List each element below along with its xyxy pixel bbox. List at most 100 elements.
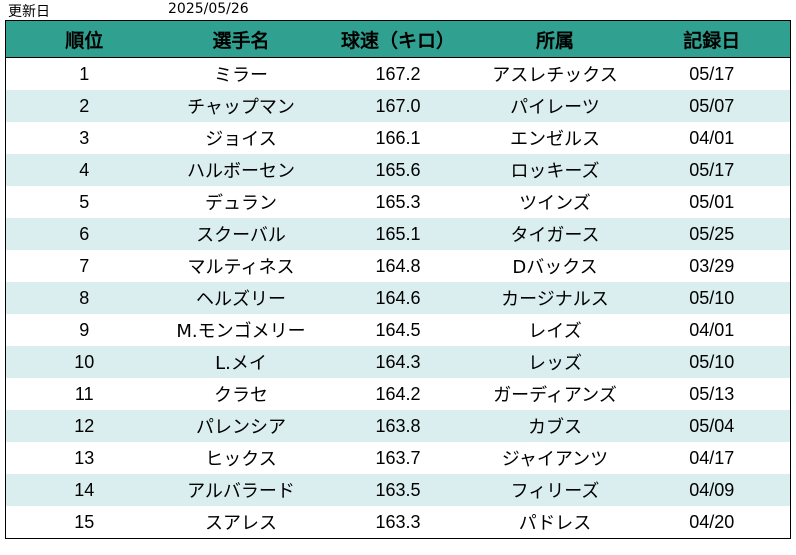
speed-cell: 163.3 <box>319 506 477 539</box>
record-date-cell: 05/01 <box>633 186 791 218</box>
player-name-cell: デュラン <box>162 186 320 218</box>
record-date-cell: 05/17 <box>633 57 791 90</box>
update-label: 更新日 <box>8 4 50 20</box>
team-cell: カブス <box>476 410 634 442</box>
header-record-date: 記録日 <box>633 20 791 58</box>
speed-cell: 163.8 <box>319 410 477 442</box>
table-row: 7 マルティネス 164.8 Dバックス 03/29 <box>5 250 791 282</box>
header-team: 所属 <box>476 20 634 58</box>
player-name-cell: パレンシア <box>162 410 320 442</box>
table-row: 9 M.モンゴメリー 164.5 レイズ 04/01 <box>5 314 791 346</box>
player-name-cell: ジョイス <box>162 122 320 154</box>
record-date-cell: 04/17 <box>633 442 791 474</box>
table-row: 12 パレンシア 163.8 カブス 05/04 <box>5 410 791 442</box>
update-bar: 更新日 2025/05/26 <box>0 0 796 20</box>
team-cell: ガーディアンズ <box>476 378 634 410</box>
table-row: 1 ミラー 167.2 アスレチックス 05/17 <box>5 57 791 90</box>
rank-cell: 10 <box>5 346 163 378</box>
player-name-cell: クラセ <box>162 378 320 410</box>
update-date: 2025/05/26 <box>168 1 249 17</box>
team-cell: Dバックス <box>476 250 634 282</box>
table-row: 2 チャップマン 167.0 パイレーツ 05/07 <box>5 90 791 122</box>
header-rank: 順位 <box>5 20 163 58</box>
table-row: 8 ヘルズリー 164.6 カージナルス 05/10 <box>5 282 791 314</box>
rank-cell: 7 <box>5 250 163 282</box>
table-row: 11 クラセ 164.2 ガーディアンズ 05/13 <box>5 378 791 410</box>
table-row: 13 ヒックス 163.7 ジャイアンツ 04/17 <box>5 442 791 474</box>
record-date-cell: 04/01 <box>633 314 791 346</box>
player-name-cell: チャップマン <box>162 90 320 122</box>
record-date-cell: 03/29 <box>633 250 791 282</box>
team-cell: ツインズ <box>476 186 634 218</box>
rank-cell: 9 <box>5 314 163 346</box>
rank-cell: 1 <box>5 57 163 90</box>
record-date-cell: 04/01 <box>633 122 791 154</box>
speed-cell: 167.2 <box>319 57 477 90</box>
record-date-cell: 05/10 <box>633 346 791 378</box>
rank-cell: 5 <box>5 186 163 218</box>
speed-cell: 166.1 <box>319 122 477 154</box>
record-date-cell: 05/25 <box>633 218 791 250</box>
speed-cell: 165.3 <box>319 186 477 218</box>
rank-cell: 14 <box>5 474 163 506</box>
speed-cell: 165.6 <box>319 154 477 186</box>
speed-cell: 163.7 <box>319 442 477 474</box>
record-date-cell: 05/07 <box>633 90 791 122</box>
table-row: 10 L.メイ 164.3 レッズ 05/10 <box>5 346 791 378</box>
speed-cell: 164.3 <box>319 346 477 378</box>
table-header-row: 順位 選手名 球速（キロ） 所属 記録日 <box>5 20 791 58</box>
rank-cell: 15 <box>5 506 163 539</box>
player-name-cell: ミラー <box>162 57 320 90</box>
team-cell: レッズ <box>476 346 634 378</box>
speed-cell: 163.5 <box>319 474 477 506</box>
table-row: 4 ハルボーセン 165.6 ロッキーズ 05/17 <box>5 154 791 186</box>
player-name-cell: ハルボーセン <box>162 154 320 186</box>
record-date-cell: 04/09 <box>633 474 791 506</box>
rank-cell: 12 <box>5 410 163 442</box>
player-name-cell: マルティネス <box>162 250 320 282</box>
rank-cell: 4 <box>5 154 163 186</box>
record-date-cell: 05/13 <box>633 378 791 410</box>
player-name-cell: ヘルズリー <box>162 282 320 314</box>
record-date-cell: 04/20 <box>633 506 791 539</box>
header-player-name: 選手名 <box>162 20 320 58</box>
team-cell: アスレチックス <box>476 57 634 90</box>
team-cell: パイレーツ <box>476 90 634 122</box>
team-cell: レイズ <box>476 314 634 346</box>
speed-cell: 164.6 <box>319 282 477 314</box>
rank-cell: 6 <box>5 218 163 250</box>
record-date-cell: 05/04 <box>633 410 791 442</box>
table-row: 14 アルバラード 163.5 フィリーズ 04/09 <box>5 474 791 506</box>
rank-cell: 2 <box>5 90 163 122</box>
speed-cell: 167.0 <box>319 90 477 122</box>
team-cell: ジャイアンツ <box>476 442 634 474</box>
record-date-cell: 05/17 <box>633 154 791 186</box>
player-name-cell: ヒックス <box>162 442 320 474</box>
team-cell: フィリーズ <box>476 474 634 506</box>
speed-cell: 164.8 <box>319 250 477 282</box>
speed-cell: 164.5 <box>319 314 477 346</box>
pitch-speed-ranking-table: 順位 選手名 球速（キロ） 所属 記録日 1 ミラー 167.2 アスレチックス 05/… <box>5 20 791 539</box>
team-cell: エンゼルス <box>476 122 634 154</box>
record-date-cell: 05/10 <box>633 282 791 314</box>
table-row: 3 ジョイス 166.1 エンゼルス 04/01 <box>5 122 791 154</box>
rank-cell: 13 <box>5 442 163 474</box>
team-cell: カージナルス <box>476 282 634 314</box>
player-name-cell: アルバラード <box>162 474 320 506</box>
table-row: 15 スアレス 163.3 パドレス 04/20 <box>5 506 791 539</box>
rank-cell: 11 <box>5 378 163 410</box>
rank-cell: 8 <box>5 282 163 314</box>
table-row: 6 スクーバル 165.1 タイガース 05/25 <box>5 218 791 250</box>
speed-cell: 164.2 <box>319 378 477 410</box>
rank-cell: 3 <box>5 122 163 154</box>
speed-cell: 165.1 <box>319 218 477 250</box>
table-row: 5 デュラン 165.3 ツインズ 05/01 <box>5 186 791 218</box>
player-name-cell: L.メイ <box>162 346 320 378</box>
header-speed: 球速（キロ） <box>319 20 477 58</box>
team-cell: ロッキーズ <box>476 154 634 186</box>
team-cell: タイガース <box>476 218 634 250</box>
team-cell: パドレス <box>476 506 634 539</box>
player-name-cell: M.モンゴメリー <box>162 314 320 346</box>
player-name-cell: スアレス <box>162 506 320 539</box>
table-body: 1 ミラー 167.2 アスレチックス 05/17 2 チャップマン 167.0 パイレーツ 05… <box>5 57 791 539</box>
